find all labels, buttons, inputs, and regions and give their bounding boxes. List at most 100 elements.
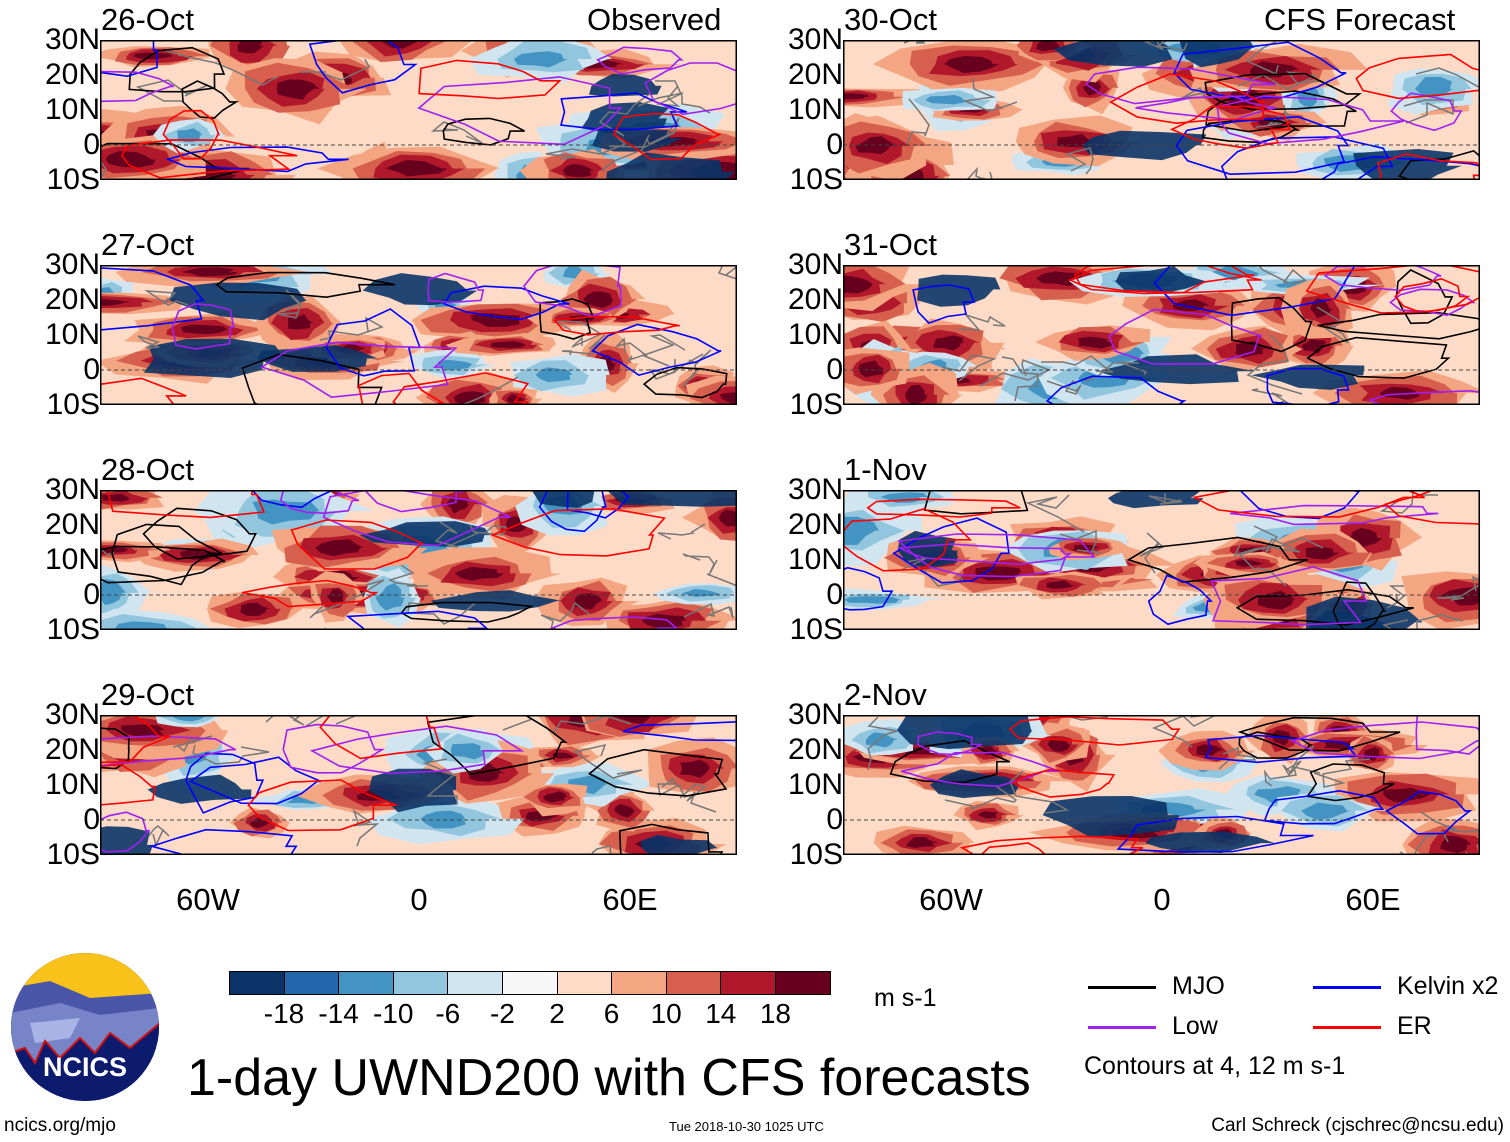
wave-contour [1175,115,1350,176]
wave-contour [644,62,737,116]
lat-label: 0 [826,353,843,386]
lat-label: 0 [83,578,100,611]
wave-contour [171,303,235,350]
anomaly-shading [1250,61,1300,78]
lat-label: 0 [826,803,843,836]
panel-frame [843,40,1480,180]
anomaly-shading [1172,299,1210,311]
anomaly-shading [1046,580,1076,589]
anomaly-shading [276,79,320,100]
coastline [162,49,279,86]
coastline [1282,745,1315,777]
anomaly-shading [573,593,603,610]
lon-label-right-0: 0 [1153,882,1171,917]
wave-contour [622,721,737,742]
wave-contour [490,507,666,557]
wave-contour [538,490,607,533]
anomaly-shading [1179,40,1255,68]
colorbar-tick: -10 [372,998,414,1029]
coastline [1256,265,1307,285]
lat-label: 10N [787,93,843,126]
anomaly-shading [181,324,228,335]
anomaly-shading [844,596,901,604]
anomaly-shading [240,602,271,616]
wave-contour [427,272,485,304]
forecast-header: CFS Forecast [1264,2,1456,37]
coastline [683,602,734,619]
wave-contour [1319,155,1480,180]
wave-contour [365,490,465,513]
lat-label: 30N [44,248,100,281]
map-panel [100,40,737,180]
wave-contour [165,146,349,173]
wave-contour [539,298,595,340]
coastline [434,521,479,548]
colorbar-tick: 2 [549,998,565,1029]
anomaly-shading [855,136,897,155]
colorbar-swatch [284,972,340,994]
panel-frame [843,265,1480,405]
anomaly-shading [1115,266,1208,293]
anomaly-shading [944,56,1000,74]
lat-label: 10S [789,838,843,871]
colorbar-swatch [502,972,558,994]
lat-label: 20N [44,508,100,541]
anomaly-shading [613,715,653,724]
colorbar-tick: -2 [489,998,515,1029]
anomaly-shading [100,826,153,855]
colorbar-swatch [557,972,613,994]
coastline [1415,67,1480,89]
coastline [100,547,115,563]
anomaly-shading [143,338,286,378]
wave-contour [1011,768,1116,798]
lat-label: 0 [83,803,100,836]
wave-contour [912,284,976,325]
coastline [540,601,590,630]
colorbar-units: m s-1 [874,984,937,1012]
lat-label: 30N [787,473,843,506]
panel-date-label: 31-Oct [844,227,938,262]
coastline [573,743,643,779]
wave-contour [549,616,679,630]
anomaly-shading [453,391,486,405]
colorbar-tick: 10 [650,998,682,1029]
panel-date-label: 30-Oct [844,2,938,37]
wave-contour [111,523,223,586]
coastline [906,98,930,145]
legend-label: Kelvin x2 [1397,972,1499,1000]
coastline [422,758,458,804]
panel-date-label: 2-Nov [844,677,927,712]
map-panel [100,715,737,855]
coastline [600,130,677,172]
wave-contour [1390,92,1463,132]
coastline [100,161,107,180]
wave-contour [100,727,130,770]
lat-label: 0 [83,128,100,161]
anomaly-shading [614,804,635,818]
anomaly-shading [1036,41,1060,52]
colorbar-swatch [339,972,394,994]
wave-contour [1306,763,1395,802]
colorbar [229,971,831,995]
wave-contour [1173,41,1347,99]
wave-contour [241,579,379,608]
lon-label-right-60w: 60W [919,882,983,917]
lon-label-left-60w: 60W [176,882,240,917]
lat-label: 20N [787,733,843,766]
map-panel [843,490,1480,630]
anomaly-shading [1042,796,1180,837]
wave-contour [309,725,525,775]
coastline [655,80,711,114]
legend-line [1088,986,1156,989]
anomaly-shading [1440,835,1472,853]
wave-contour [162,109,220,160]
anomaly-shading [181,267,238,277]
wave-contour [215,271,396,299]
lat-label: 10N [44,543,100,576]
coastline [1436,575,1480,601]
lat-label: 30N [44,473,100,506]
footer-url[interactable]: ncics.org/mjo [4,1115,116,1136]
colorbar-swatch [721,972,776,994]
anomaly-shading [583,291,614,308]
anomaly-shading [843,516,879,545]
